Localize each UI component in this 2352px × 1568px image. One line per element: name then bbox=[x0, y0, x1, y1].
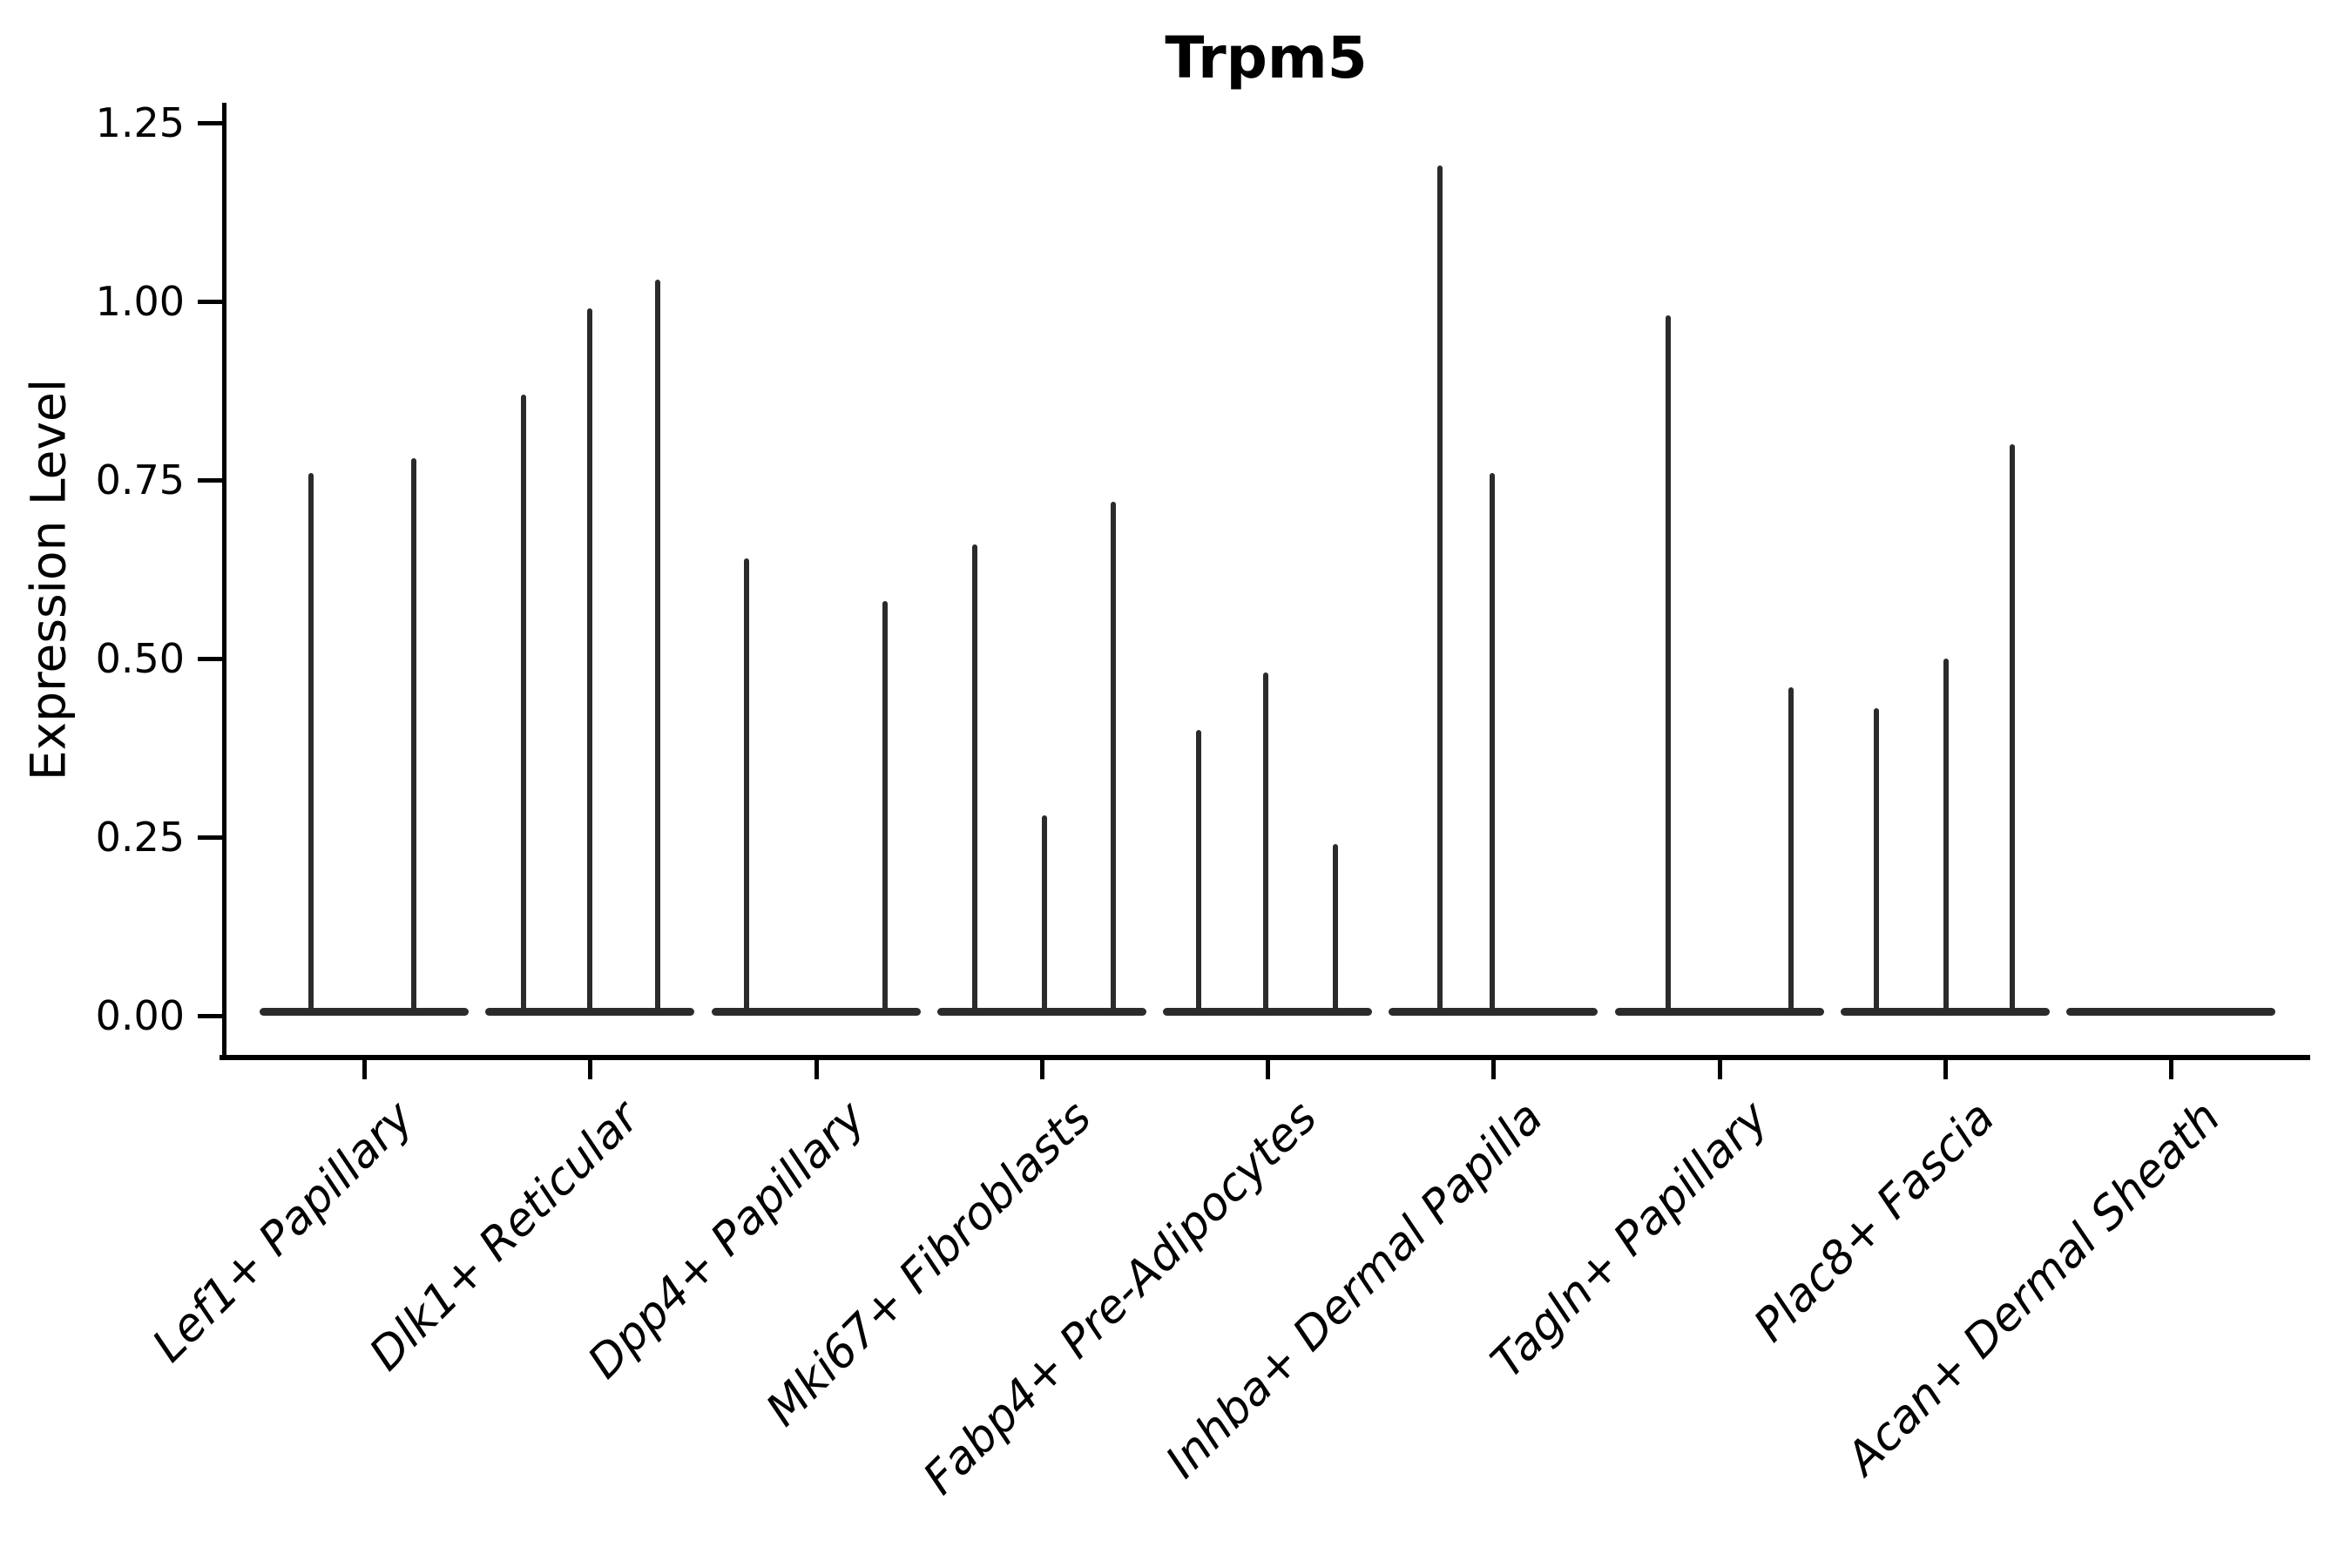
y-tick-label: 0.25 bbox=[95, 814, 185, 861]
violin-spike bbox=[587, 308, 593, 1013]
violin-spike bbox=[1196, 730, 1201, 1013]
violin-spike bbox=[1873, 708, 1879, 1013]
x-tick bbox=[1039, 1055, 1044, 1079]
violin-spike bbox=[411, 458, 416, 1013]
violin-spike bbox=[1490, 472, 1496, 1013]
violin-spike bbox=[1041, 815, 1047, 1013]
y-axis-spine bbox=[222, 103, 226, 1055]
plot-title: Trpm5 bbox=[1165, 24, 1368, 91]
x-tick bbox=[1943, 1055, 1948, 1079]
y-tick bbox=[198, 478, 222, 483]
x-axis-spine bbox=[220, 1055, 2310, 1060]
y-tick bbox=[198, 121, 222, 125]
y-tick bbox=[198, 835, 222, 840]
violin-spike bbox=[1333, 844, 1338, 1013]
violin-baseline bbox=[711, 1008, 921, 1016]
violin-spike bbox=[521, 394, 527, 1013]
x-tick-label: Acan+ Dermal Sheath bbox=[1836, 1091, 2231, 1485]
x-tick bbox=[814, 1055, 819, 1079]
violin-spike bbox=[308, 472, 314, 1013]
y-tick-label: 1.00 bbox=[95, 278, 185, 325]
x-tick bbox=[1717, 1055, 1722, 1079]
violin-spike bbox=[971, 544, 977, 1013]
violin-spike bbox=[1110, 501, 1116, 1013]
x-tick-label: Plac8+ Fascia bbox=[1743, 1091, 2005, 1353]
violin-spike bbox=[743, 558, 749, 1013]
y-axis-title: Expression Level bbox=[20, 378, 77, 781]
x-tick bbox=[588, 1055, 593, 1079]
x-tick bbox=[362, 1055, 367, 1079]
x-tick bbox=[1266, 1055, 1270, 1079]
violin-baseline bbox=[260, 1008, 469, 1016]
y-tick-label: 0.00 bbox=[95, 992, 185, 1039]
x-tick bbox=[2169, 1055, 2173, 1079]
y-tick-label: 0.50 bbox=[95, 635, 185, 682]
x-tick-label: Inhba+ Dermal Papilla bbox=[1155, 1091, 1553, 1489]
violin-spike bbox=[1263, 672, 1268, 1013]
y-tick bbox=[198, 657, 222, 661]
y-tick bbox=[198, 1014, 222, 1018]
y-tick bbox=[198, 300, 222, 304]
x-tick bbox=[1491, 1055, 1497, 1079]
violin-baseline bbox=[1614, 1008, 1824, 1016]
x-tick-label: Fabp4+ Pre-Adipocytes bbox=[913, 1091, 1328, 1505]
violin-spike bbox=[1437, 166, 1443, 1013]
y-tick-label: 1.25 bbox=[95, 99, 185, 146]
violin-spike bbox=[1788, 686, 1794, 1013]
violin-baseline bbox=[2066, 1008, 2275, 1016]
violin-spike bbox=[1665, 315, 1671, 1013]
violin-spike bbox=[1943, 659, 1949, 1013]
y-tick-label: 0.75 bbox=[95, 456, 185, 504]
violin-spike bbox=[2009, 444, 2015, 1013]
violin-spike bbox=[655, 280, 661, 1013]
violin-spike bbox=[882, 601, 888, 1013]
